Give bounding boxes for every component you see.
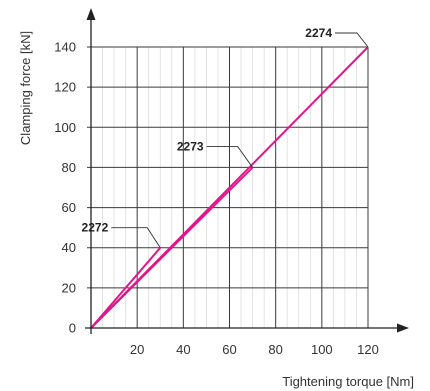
- y-tick-label: 20: [62, 280, 76, 295]
- y-tick-label: 40: [62, 240, 76, 255]
- y-axis-title: Clamping force [kN]: [18, 31, 33, 145]
- x-tick-label: 20: [130, 342, 144, 357]
- y-tick-label: 140: [54, 40, 76, 55]
- series-label-2274: 2274: [305, 26, 332, 40]
- tick-labels: 0 20 40 60 80 100 120 140 20 40 60 80 100 120: [54, 40, 379, 358]
- series-label-2273: 2273: [177, 139, 204, 153]
- x-tick-label: 80: [268, 342, 282, 357]
- y-tick-label: 100: [54, 120, 76, 135]
- series-leader-line: [111, 227, 161, 248]
- x-axis-title: Tightening torque [Nm]: [282, 374, 414, 389]
- series-lines: [90, 46, 369, 329]
- series-line-2274: [90, 46, 369, 329]
- series-labels: 2272 2273 2274: [82, 26, 369, 248]
- series-leader-line: [206, 145, 253, 168]
- y-tick-label: 80: [62, 160, 76, 175]
- y-tick-label: 60: [62, 200, 76, 215]
- x-tick-label: 40: [176, 342, 190, 357]
- series-leader-line: [335, 32, 369, 48]
- x-tick-label: 120: [357, 342, 379, 357]
- x-tick-label: 100: [311, 342, 333, 357]
- axes: [85, 8, 409, 334]
- series-line-2272: [90, 247, 162, 329]
- minor-gridlines: [102, 47, 357, 328]
- y-axis-arrow: [86, 8, 96, 20]
- x-tick-label: 60: [222, 342, 236, 357]
- major-gridlines: [87, 46, 369, 328]
- series-label-2272: 2272: [82, 221, 109, 235]
- y-tick-label: 120: [54, 80, 76, 95]
- x-axis-arrow: [397, 323, 409, 333]
- y-tick-label: 0: [69, 321, 76, 336]
